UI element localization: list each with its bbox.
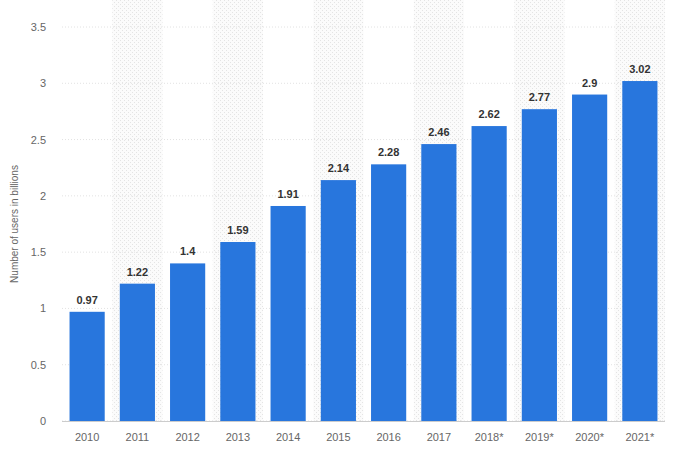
bar	[120, 284, 155, 421]
bar	[371, 164, 406, 421]
bar	[70, 312, 105, 421]
data-label: 2.28	[378, 146, 399, 158]
x-tick-label: 2010	[75, 431, 99, 443]
background-band	[615, 0, 665, 421]
y-tick-label: 1	[40, 302, 46, 314]
chart-svg: 0 0.5 1 1.5 2 2.5 3 3.5 Number of users in billi…	[0, 0, 676, 452]
background-band	[514, 0, 564, 421]
y-tick-labels: 0 0.5 1 1.5 2 2.5 3 3.5	[31, 21, 46, 427]
x-tick-label: 2012	[175, 431, 199, 443]
data-label: 1.22	[127, 266, 148, 278]
x-tick-label: 2016	[376, 431, 400, 443]
x-tick-label: 2017	[427, 431, 451, 443]
bars	[70, 81, 658, 421]
data-label: 2.14	[328, 162, 350, 174]
background-bands	[112, 0, 665, 421]
y-tick-label: 1.5	[31, 246, 46, 258]
x-tick-label: 2018*	[475, 431, 504, 443]
y-tick-label: 3	[40, 77, 46, 89]
data-label: 2.9	[582, 77, 597, 89]
data-label: 0.97	[76, 294, 97, 306]
data-label: 2.62	[478, 108, 499, 120]
data-label: 2.77	[529, 91, 550, 103]
x-tick-labels: 2010 2011 2012 2013 2014 2015 2016 2017 2018* 201…	[75, 431, 655, 443]
x-tick-label: 2020*	[575, 431, 604, 443]
y-tick-label: 2	[40, 190, 46, 202]
bar	[572, 95, 607, 421]
x-tick-label: 2014	[276, 431, 300, 443]
y-tick-label: 3.5	[31, 21, 46, 33]
data-label: 1.4	[180, 245, 196, 257]
x-tick-label: 2013	[226, 431, 250, 443]
x-tick-label: 2021*	[625, 431, 654, 443]
chart-container: 0 0.5 1 1.5 2 2.5 3 3.5 Number of users in billi…	[0, 0, 676, 452]
y-tick-label: 0.5	[31, 359, 46, 371]
data-labels: 0.97 1.22 1.4 1.59 1.91 2.14 2.28 2.46 2.62 2.77 2…	[76, 63, 650, 306]
background-band	[414, 0, 464, 421]
bar	[321, 180, 356, 421]
bar	[472, 126, 507, 421]
y-axis-title: Number of users in billions	[9, 165, 20, 283]
data-label: 1.91	[277, 188, 298, 200]
bar	[220, 242, 255, 421]
grid-line	[62, 27, 665, 28]
y-tick-label: 0	[40, 415, 46, 427]
y-tick-label: 2.5	[31, 134, 46, 146]
x-tick-label: 2011	[126, 431, 150, 443]
data-label: 1.59	[227, 224, 248, 236]
x-tick-label: 2019*	[525, 431, 554, 443]
grid-line	[62, 83, 665, 84]
background-band	[213, 0, 263, 421]
data-label: 3.02	[629, 63, 650, 75]
bar	[170, 263, 205, 421]
grid	[62, 27, 665, 421]
bar	[271, 206, 306, 421]
bar	[522, 109, 557, 421]
x-axis-line	[62, 421, 665, 422]
background-band	[112, 0, 162, 421]
bar	[421, 144, 456, 421]
background-band	[313, 0, 363, 421]
bar	[622, 81, 657, 421]
data-label: 2.46	[428, 126, 449, 138]
x-tick-label: 2015	[326, 431, 350, 443]
